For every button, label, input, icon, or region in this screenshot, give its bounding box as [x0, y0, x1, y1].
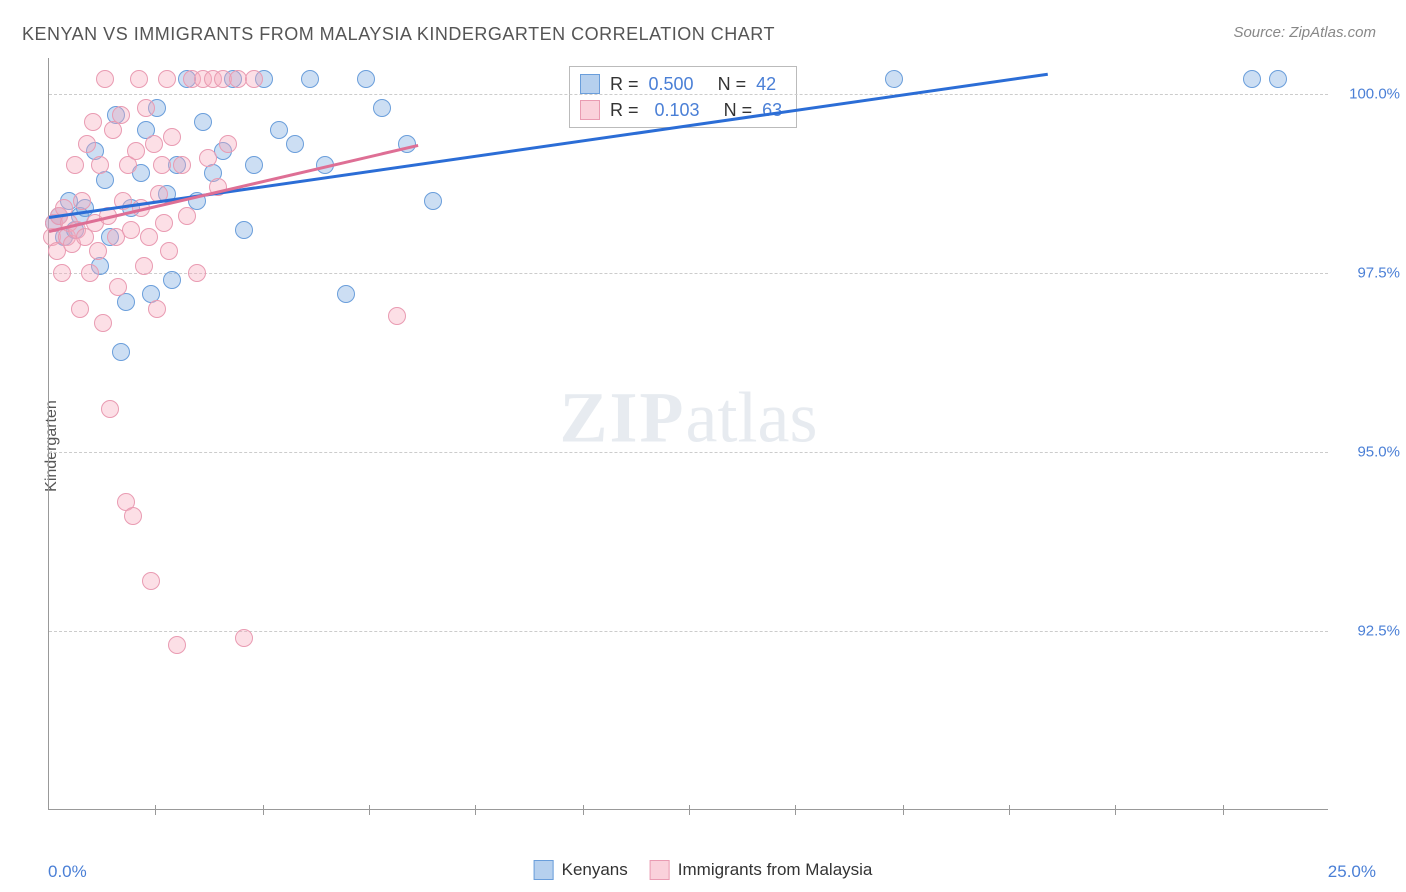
scatter-point: [885, 70, 903, 88]
scatter-point: [78, 135, 96, 153]
scatter-point: [155, 214, 173, 232]
x-tick: [795, 805, 796, 815]
scatter-point: [91, 156, 109, 174]
y-tick-label: 95.0%: [1336, 443, 1400, 460]
swatch-pink-icon: [580, 100, 600, 120]
y-tick-label: 97.5%: [1336, 264, 1400, 281]
scatter-point: [84, 113, 102, 131]
watermark: ZIPatlas: [560, 377, 818, 460]
legend: Kenyans Immigrants from Malaysia: [534, 860, 873, 880]
scatter-point: [357, 70, 375, 88]
scatter-point: [112, 106, 130, 124]
scatter-point: [81, 264, 99, 282]
scatter-point: [135, 257, 153, 275]
scatter-point: [145, 135, 163, 153]
scatter-point: [53, 264, 71, 282]
legend-item-kenyans: Kenyans: [534, 860, 628, 880]
legend-label-malaysia: Immigrants from Malaysia: [678, 860, 873, 880]
x-tick: [689, 805, 690, 815]
x-tick: [903, 805, 904, 815]
r-value-pink: 0.103: [655, 97, 700, 123]
x-tick: [1115, 805, 1116, 815]
scatter-point: [388, 307, 406, 325]
correlation-stats-box: R = 0.500 N = 42 R = 0.103 N = 63: [569, 66, 797, 128]
scatter-point: [112, 343, 130, 361]
x-axis-left-label: 0.0%: [48, 862, 87, 882]
legend-item-malaysia: Immigrants from Malaysia: [650, 860, 873, 880]
scatter-point: [130, 70, 148, 88]
stats-row-pink: R = 0.103 N = 63: [580, 97, 782, 123]
scatter-point: [1269, 70, 1287, 88]
source-attribution: Source: ZipAtlas.com: [1233, 24, 1376, 41]
r-label: R =: [610, 97, 639, 123]
x-tick: [1223, 805, 1224, 815]
legend-label-kenyans: Kenyans: [562, 860, 628, 880]
scatter-point: [153, 156, 171, 174]
scatter-point: [301, 70, 319, 88]
legend-swatch-pink-icon: [650, 860, 670, 880]
x-axis-right-label: 25.0%: [1328, 862, 1376, 882]
scatter-point: [188, 264, 206, 282]
scatter-point: [235, 221, 253, 239]
scatter-point: [163, 128, 181, 146]
scatter-point: [124, 507, 142, 525]
scatter-point: [178, 207, 196, 225]
scatter-point: [194, 113, 212, 131]
scatter-point: [270, 121, 288, 139]
x-tick: [1009, 805, 1010, 815]
legend-swatch-blue-icon: [534, 860, 554, 880]
scatter-point: [168, 636, 186, 654]
scatter-point: [245, 70, 263, 88]
y-tick-label: 100.0%: [1336, 85, 1400, 102]
gridline-h: [49, 94, 1328, 95]
scatter-point: [373, 99, 391, 117]
x-tick: [583, 805, 584, 815]
scatter-point: [1243, 70, 1261, 88]
x-tick: [369, 805, 370, 815]
scatter-point: [66, 156, 84, 174]
scatter-point: [286, 135, 304, 153]
scatter-point: [245, 156, 263, 174]
scatter-point: [122, 221, 140, 239]
scatter-point: [73, 192, 91, 210]
scatter-point: [219, 135, 237, 153]
scatter-point: [173, 156, 191, 174]
x-tick: [263, 805, 264, 815]
scatter-point: [424, 192, 442, 210]
chart-title: KENYAN VS IMMIGRANTS FROM MALAYSIA KINDE…: [22, 24, 775, 45]
plot-area: ZIPatlas R = 0.500 N = 42 R = 0.103 N = …: [48, 58, 1328, 810]
scatter-point: [160, 242, 178, 260]
scatter-point: [235, 629, 253, 647]
x-tick: [155, 805, 156, 815]
swatch-blue-icon: [580, 74, 600, 94]
scatter-point: [137, 99, 155, 117]
scatter-point: [127, 142, 145, 160]
scatter-point: [94, 314, 112, 332]
scatter-point: [71, 300, 89, 318]
scatter-point: [142, 572, 160, 590]
scatter-point: [158, 70, 176, 88]
gridline-h: [49, 273, 1328, 274]
scatter-point: [96, 70, 114, 88]
scatter-point: [140, 228, 158, 246]
gridline-h: [49, 452, 1328, 453]
scatter-point: [163, 271, 181, 289]
y-tick-label: 92.5%: [1336, 622, 1400, 639]
scatter-point: [109, 278, 127, 296]
watermark-zip: ZIP: [560, 378, 686, 458]
scatter-point: [101, 400, 119, 418]
scatter-point: [89, 242, 107, 260]
x-tick: [475, 805, 476, 815]
scatter-point: [199, 149, 217, 167]
watermark-atlas: atlas: [686, 378, 818, 458]
n-value-pink: 63: [762, 97, 782, 123]
scatter-point: [148, 300, 166, 318]
scatter-point: [337, 285, 355, 303]
